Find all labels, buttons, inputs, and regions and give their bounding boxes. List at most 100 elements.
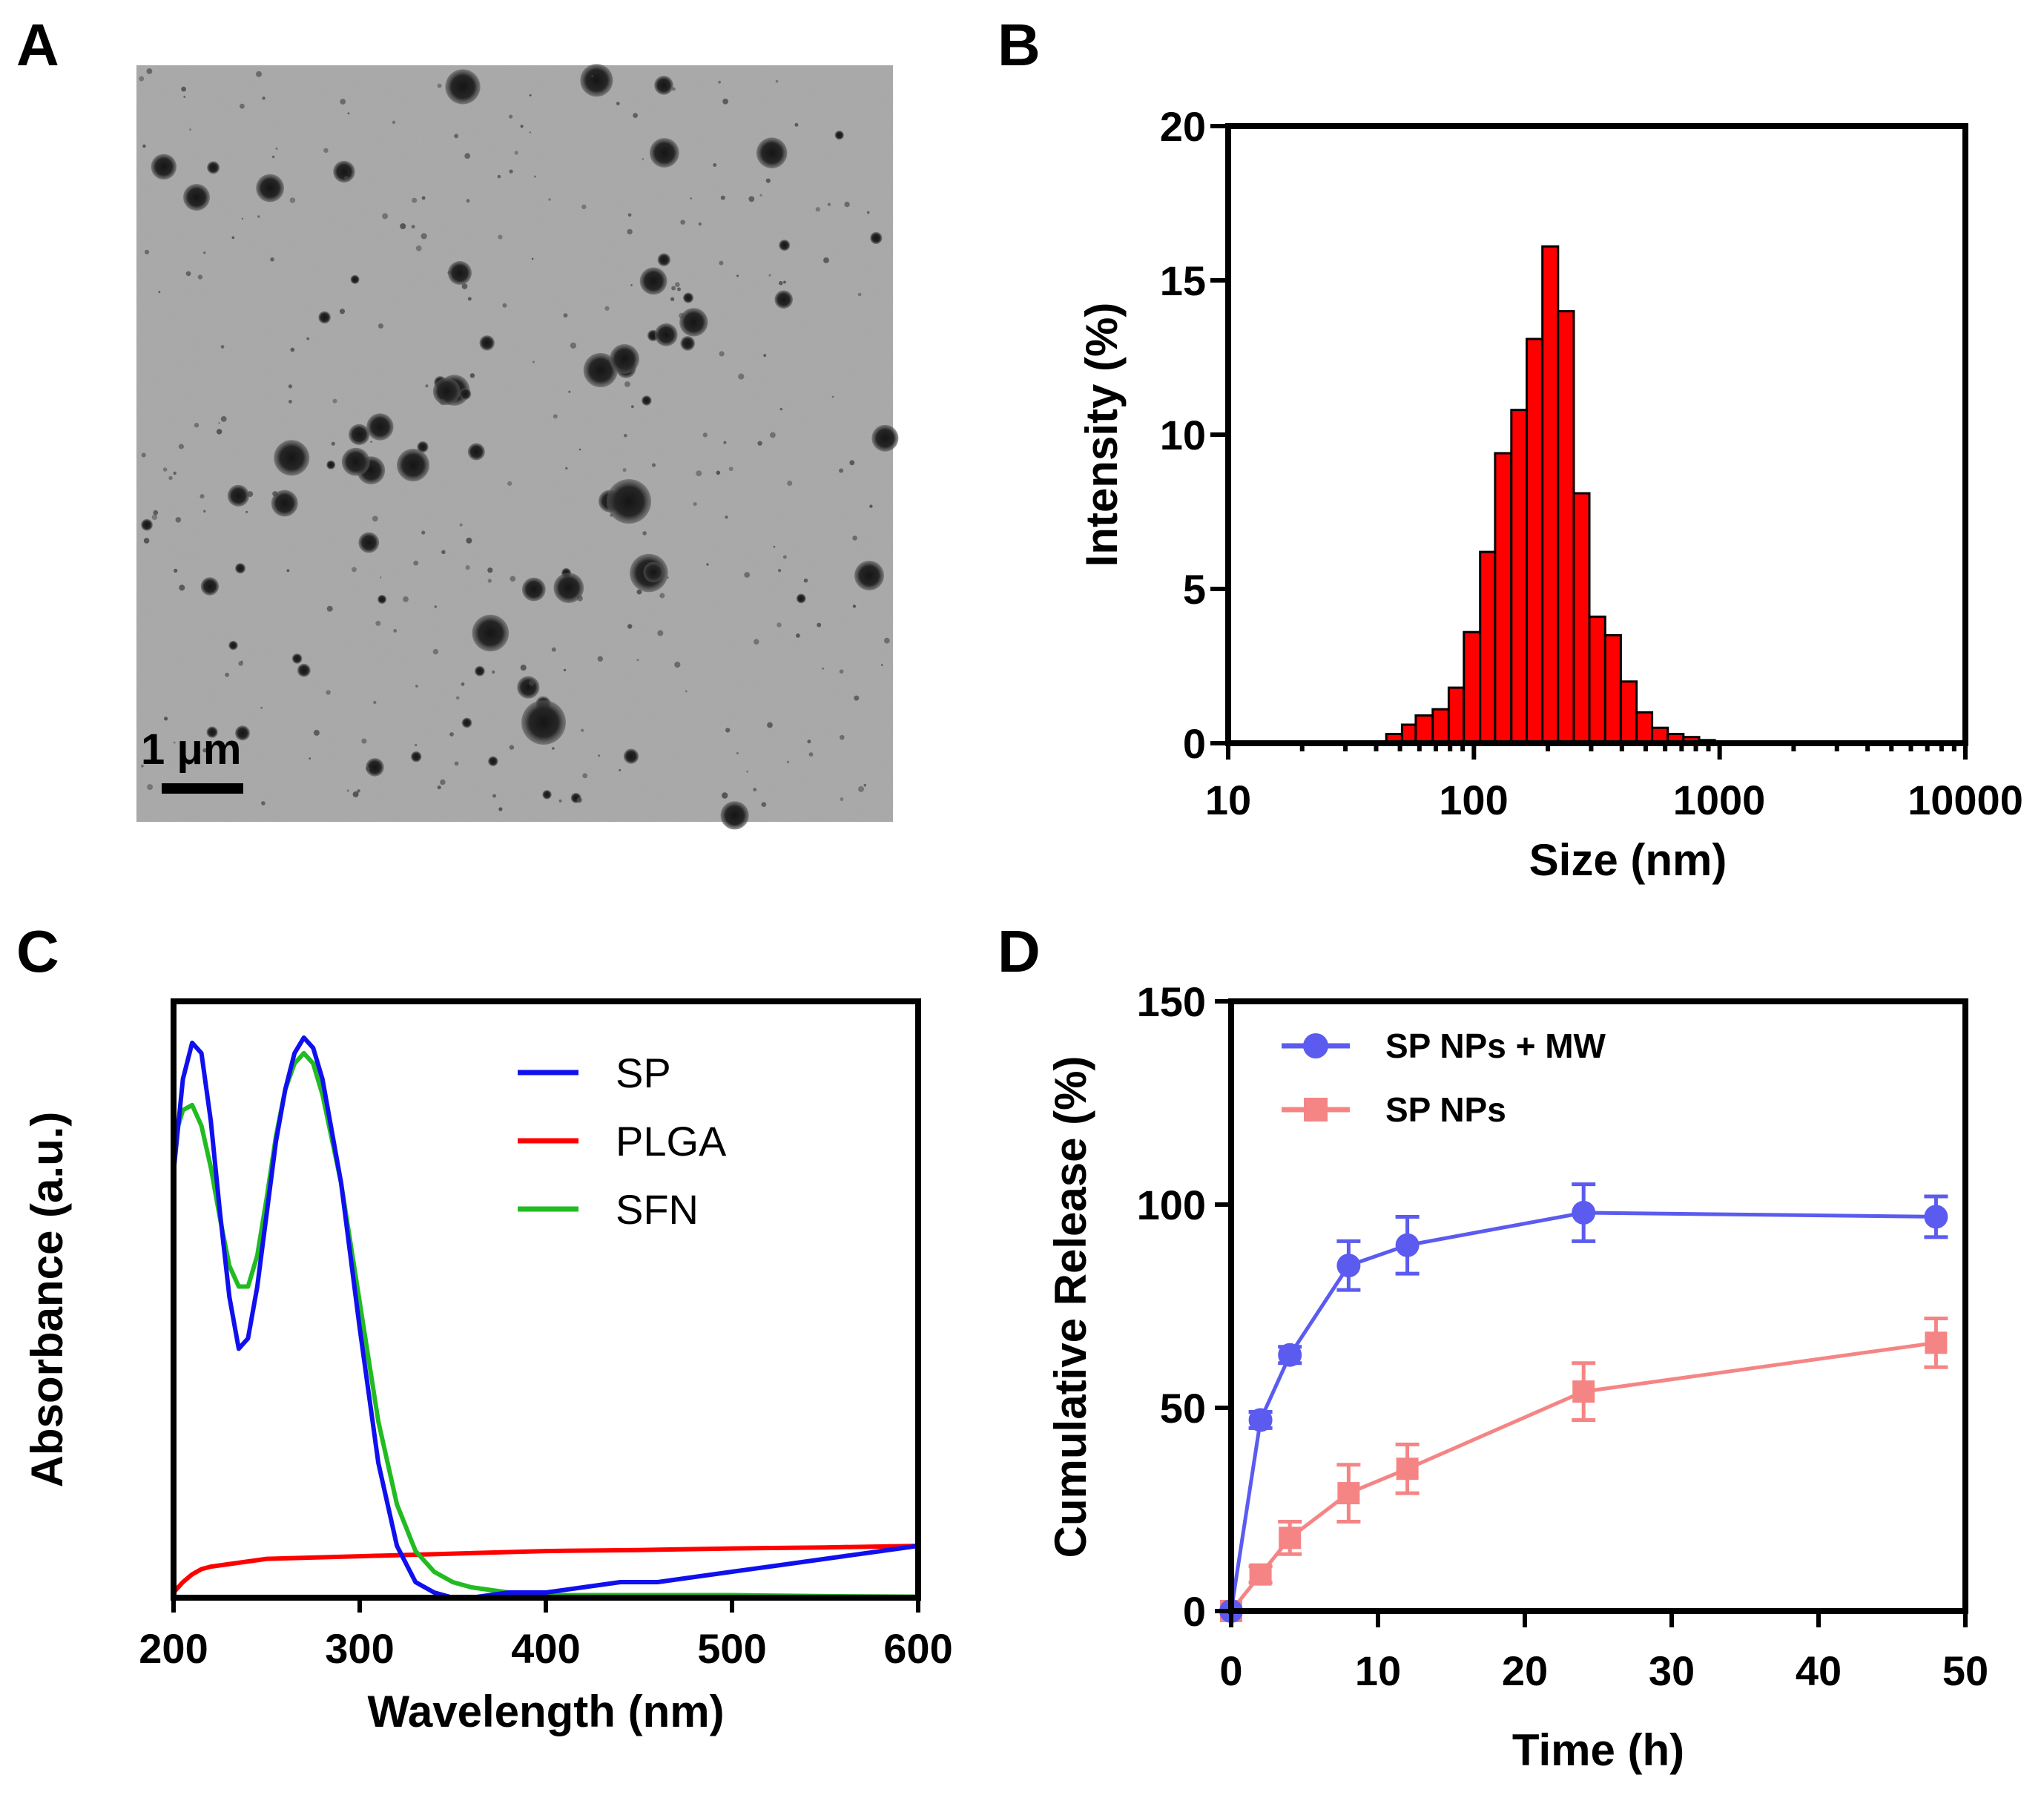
nanoparticle [623,748,639,764]
nanoparticle-speck [529,94,532,96]
nanoparticle-speck [770,432,776,438]
nanoparticle-speck [748,196,755,202]
nanoparticle [871,424,899,452]
nanoparticle-speck [413,560,419,566]
nanoparticle-speck [220,345,225,349]
nanoparticle-speck [782,555,787,559]
nanoparticle-speck [466,199,470,203]
nanoparticle-speck [627,213,632,217]
nanoparticle [643,561,664,583]
nanoparticle-speck [178,444,184,449]
nanoparticle [542,790,552,800]
nanoparticle-speck [313,729,320,736]
nanoparticle-speck [382,213,389,220]
nanoparticle-speck [728,467,733,472]
nanoparticle [870,231,883,244]
b-y-tick-label: 10 [1160,412,1206,458]
cumulative-release-chart: 0 50 100 150 0 10 20 30 40 50 Time (h) C… [1046,978,1988,1775]
nanoparticle [432,378,461,406]
nanoparticle-speck [582,773,588,779]
nanoparticle-speck [633,113,638,119]
nanoparticle-speck [696,470,702,477]
nanoparticle-speck [808,752,814,757]
nanoparticle-speck [552,747,555,750]
nanoparticle-speck [183,96,185,98]
nanoparticle-speck [624,381,630,387]
nanoparticle-speck [520,125,524,128]
nanoparticle-speck [706,563,709,566]
b-x-tick-label: 10000 [1908,777,2023,823]
nanoparticle [411,751,422,763]
nanoparticle-speck [487,579,492,583]
nanoparticle-speck [849,460,855,466]
nanoparticle-speck [757,441,762,446]
nanoparticle-speck [659,593,665,599]
nanoparticle-speck [713,163,717,167]
chart-d-ticks [1215,999,1968,1627]
nanoparticle-speck [440,779,446,785]
nanoparticle-speck [421,530,426,535]
nanoparticle-speck [352,567,357,573]
nanoparticle-speck [492,671,495,674]
nanoparticle [397,449,429,481]
panel-letter-c: C [16,918,59,984]
spectrum-line-sfn [171,1050,920,1599]
nanoparticle-speck [256,70,262,77]
d-x-tick-label: 10 [1355,1647,1401,1694]
nanoparticle-speck [168,475,173,481]
nanoparticle-speck [361,738,367,744]
nanoparticle-speck [454,761,459,766]
nanoparticle-speck [722,98,728,105]
nanoparticle-speck [622,468,627,472]
nanoparticle-speck [558,799,562,803]
nanoparticle-speck [840,797,844,801]
nanoparticle-speck [174,568,178,573]
nanoparticle [479,335,495,351]
nanoparticle-speck [783,280,786,284]
nanoparticle [774,290,793,309]
nanoparticle-speck [839,669,844,674]
nanoparticle [639,267,667,295]
nanoparticle-speck [553,414,558,419]
nanoparticle [291,653,303,664]
nanoparticle [610,344,639,374]
histogram-bar [1557,310,1575,745]
histogram-bar [1414,714,1434,745]
nanoparticle-speck [240,103,245,109]
c-x-tick-label: 600 [883,1625,952,1672]
chart-b-ticks [1210,124,1968,760]
nanoparticle-speck [520,665,527,671]
nanoparticle-speck [642,158,644,160]
data-point [1279,1526,1302,1549]
nanoparticle-speck [143,538,150,544]
nanoparticle-speck [759,194,762,197]
nanoparticle [521,700,566,745]
nanoparticle-speck [449,732,454,737]
release-series [1219,1182,1948,1623]
nanoparticle-speck [866,211,870,214]
histogram-bar [1619,680,1638,745]
nanoparticle-speck [636,589,642,595]
nanoparticle-speck [347,112,350,115]
nanoparticle-speck [403,596,409,602]
nanoparticle-speck [231,236,235,240]
nanoparticle-speck [779,280,783,286]
nanoparticle-speck [768,274,771,277]
histogram-bar [1588,615,1606,745]
nanoparticle-speck [194,423,200,428]
nanoparticle [151,154,177,180]
nanoparticle-speck [719,351,725,357]
nanoparticle-speck [202,748,208,753]
nanoparticle-speck [702,432,708,438]
nanoparticle [271,490,298,517]
nanoparticle-speck [158,291,161,294]
nanoparticle [461,717,472,728]
histogram-bar [1526,337,1544,745]
micrograph-grain [136,65,893,822]
nanoparticle-speck [497,174,501,179]
nanoparticle-speck [509,745,515,750]
scale-bar-label: 1 μm [141,725,241,774]
data-point [1248,1408,1273,1432]
nanoparticle-speck [352,791,359,797]
b-x-tick-label: 100 [1439,777,1508,823]
